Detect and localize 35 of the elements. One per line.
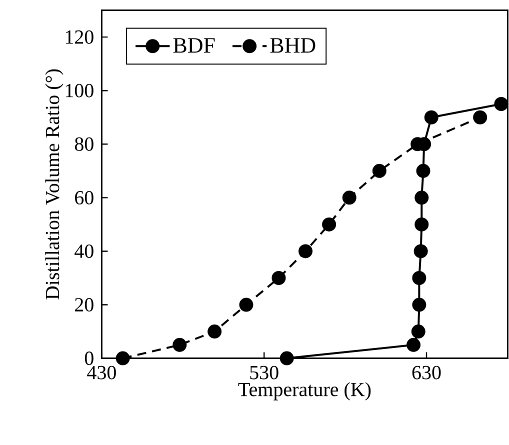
point: [239, 298, 254, 312]
point: [414, 217, 429, 232]
point: [280, 351, 294, 366]
y-tick-label: 0: [84, 352, 94, 366]
legend-label: BDF: [173, 38, 215, 53]
point: [116, 351, 130, 366]
point: [494, 96, 508, 111]
x-tick-label: 430: [87, 366, 116, 380]
point: [414, 190, 429, 205]
point: [411, 324, 426, 339]
point: [372, 164, 386, 178]
y-tick-label: 100: [66, 84, 94, 98]
point: [424, 110, 438, 124]
point: [406, 338, 421, 352]
point: [342, 190, 356, 205]
point: [414, 244, 428, 258]
y-tick-label: 120: [66, 30, 94, 44]
point: [412, 298, 426, 312]
point: [473, 110, 488, 124]
point: [208, 324, 222, 339]
point: [272, 270, 286, 285]
y-tick-label: 60: [75, 190, 94, 204]
x-tick-label: 530: [250, 366, 278, 380]
x-axis-title: Temperature (K): [238, 382, 371, 400]
x-tick-label: 630: [412, 366, 441, 380]
y-tick-label: 20: [75, 298, 94, 312]
y-axis-title: Distillation Volume Ratio (°): [45, 69, 64, 300]
point: [298, 244, 313, 258]
point: [416, 164, 430, 178]
y-tick-label: 80: [74, 137, 94, 151]
point: [322, 217, 336, 232]
legend-label: BHD: [270, 38, 316, 53]
point: [172, 338, 187, 352]
y-tick-label: 40: [74, 244, 94, 258]
point: [412, 270, 426, 285]
